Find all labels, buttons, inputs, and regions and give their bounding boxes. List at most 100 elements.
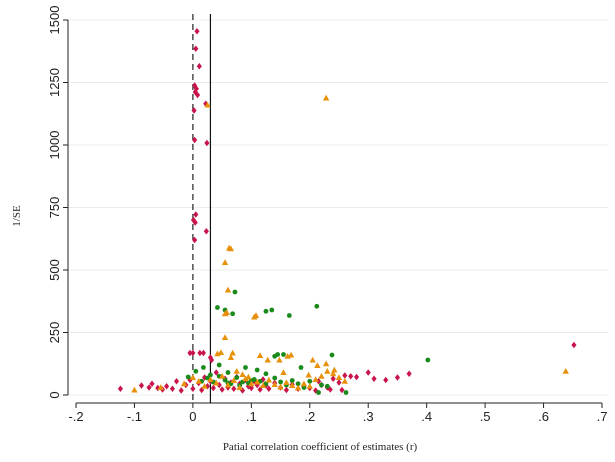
point-triangle bbox=[204, 101, 211, 108]
x-tick-label: -.1 bbox=[127, 409, 142, 424]
y-tick-label: 250 bbox=[47, 322, 62, 344]
point-diamond bbox=[193, 45, 199, 52]
x-tick-label: .4 bbox=[421, 409, 432, 424]
point-diamond bbox=[406, 370, 412, 377]
point-triangle bbox=[227, 245, 235, 252]
axes bbox=[63, 19, 603, 408]
point-triangle bbox=[242, 375, 249, 382]
point-triangle bbox=[239, 371, 246, 378]
point-circle bbox=[263, 308, 269, 314]
x-tick-label: .6 bbox=[538, 409, 549, 424]
point-diamond bbox=[138, 382, 145, 389]
point-diamond bbox=[190, 216, 197, 224]
point-triangle bbox=[341, 378, 349, 384]
point-diamond bbox=[204, 139, 210, 147]
x-tick-label: .7 bbox=[597, 409, 608, 424]
y-tick-label: 0 bbox=[47, 391, 62, 398]
point-triangle bbox=[331, 366, 338, 373]
y-tick-label: 1500 bbox=[47, 6, 62, 35]
point-triangle bbox=[289, 382, 296, 389]
point-triangle bbox=[277, 383, 284, 390]
point-triangle bbox=[276, 356, 283, 363]
x-tick-label: -.2 bbox=[68, 409, 83, 424]
point-diamond bbox=[203, 228, 209, 235]
point-triangle bbox=[218, 373, 226, 379]
x-tick-label: 0 bbox=[189, 409, 196, 424]
point-diamond bbox=[197, 349, 203, 357]
point-diamond bbox=[178, 387, 184, 394]
point-circle bbox=[343, 390, 349, 395]
point-diamond bbox=[330, 375, 336, 382]
point-diamond bbox=[210, 384, 216, 392]
point-diamond bbox=[571, 341, 577, 349]
point-triangle bbox=[322, 94, 330, 101]
point-circle bbox=[216, 362, 222, 368]
y-tick-label: 1000 bbox=[47, 131, 62, 160]
point-circle bbox=[215, 305, 220, 310]
point-circle bbox=[272, 353, 278, 359]
point-triangle bbox=[259, 382, 267, 389]
point-circle bbox=[329, 352, 335, 358]
x-tick-label: .5 bbox=[480, 409, 491, 424]
point-diamond bbox=[192, 136, 198, 144]
point-circle bbox=[263, 371, 269, 377]
point-diamond bbox=[266, 385, 272, 392]
point-diamond bbox=[371, 375, 377, 382]
gridlines bbox=[68, 19, 608, 396]
point-circle bbox=[193, 368, 199, 374]
point-triangle bbox=[283, 379, 290, 386]
point-triangle bbox=[265, 376, 273, 383]
point-circle bbox=[319, 382, 324, 388]
point-diamond bbox=[283, 386, 289, 394]
y-axis-title: 1/SE bbox=[11, 205, 23, 227]
y-tick-label: 750 bbox=[47, 197, 62, 219]
y-tick-label: 500 bbox=[47, 259, 62, 281]
point-diamond bbox=[383, 376, 389, 384]
point-circle bbox=[286, 313, 292, 318]
x-tick-label: .3 bbox=[363, 409, 374, 424]
point-triangle bbox=[335, 374, 343, 381]
point-diamond bbox=[200, 349, 206, 357]
point-triangle bbox=[201, 383, 208, 389]
point-triangle bbox=[131, 386, 138, 393]
point-diamond bbox=[394, 374, 401, 381]
point-circle bbox=[289, 378, 295, 383]
y-tick-label: 1250 bbox=[47, 68, 62, 97]
point-diamond bbox=[248, 384, 254, 392]
point-triangle bbox=[314, 362, 321, 369]
x-tick-label: .1 bbox=[246, 409, 257, 424]
point-triangle bbox=[280, 369, 287, 376]
x-tick-label: .2 bbox=[304, 409, 315, 424]
point-triangle bbox=[251, 313, 258, 320]
point-triangle bbox=[264, 356, 271, 363]
point-circle bbox=[272, 375, 278, 381]
point-diamond bbox=[231, 385, 237, 392]
point-triangle bbox=[224, 286, 232, 293]
point-triangle bbox=[213, 379, 220, 386]
point-diamond bbox=[194, 28, 200, 35]
point-diamond bbox=[192, 219, 198, 226]
point-diamond bbox=[339, 386, 345, 394]
point-diamond bbox=[348, 373, 354, 380]
point-circle bbox=[425, 357, 431, 363]
point-diamond bbox=[192, 236, 198, 244]
point-circle bbox=[234, 375, 240, 380]
point-circle bbox=[316, 390, 321, 395]
point-diamond bbox=[353, 373, 360, 381]
point-triangle bbox=[207, 376, 214, 383]
point-diamond bbox=[164, 383, 170, 390]
point-triangle bbox=[253, 378, 261, 385]
point-circle bbox=[314, 303, 320, 309]
point-circle bbox=[324, 383, 330, 389]
point-triangle bbox=[221, 334, 229, 341]
point-triangle bbox=[221, 310, 229, 317]
point-circle bbox=[232, 289, 238, 295]
point-circle bbox=[185, 374, 191, 380]
point-triangle bbox=[312, 376, 319, 383]
point-triangle bbox=[271, 381, 278, 388]
point-diamond bbox=[187, 349, 193, 357]
point-triangle bbox=[294, 384, 302, 391]
point-triangle bbox=[227, 354, 235, 361]
point-triangle bbox=[322, 360, 330, 367]
